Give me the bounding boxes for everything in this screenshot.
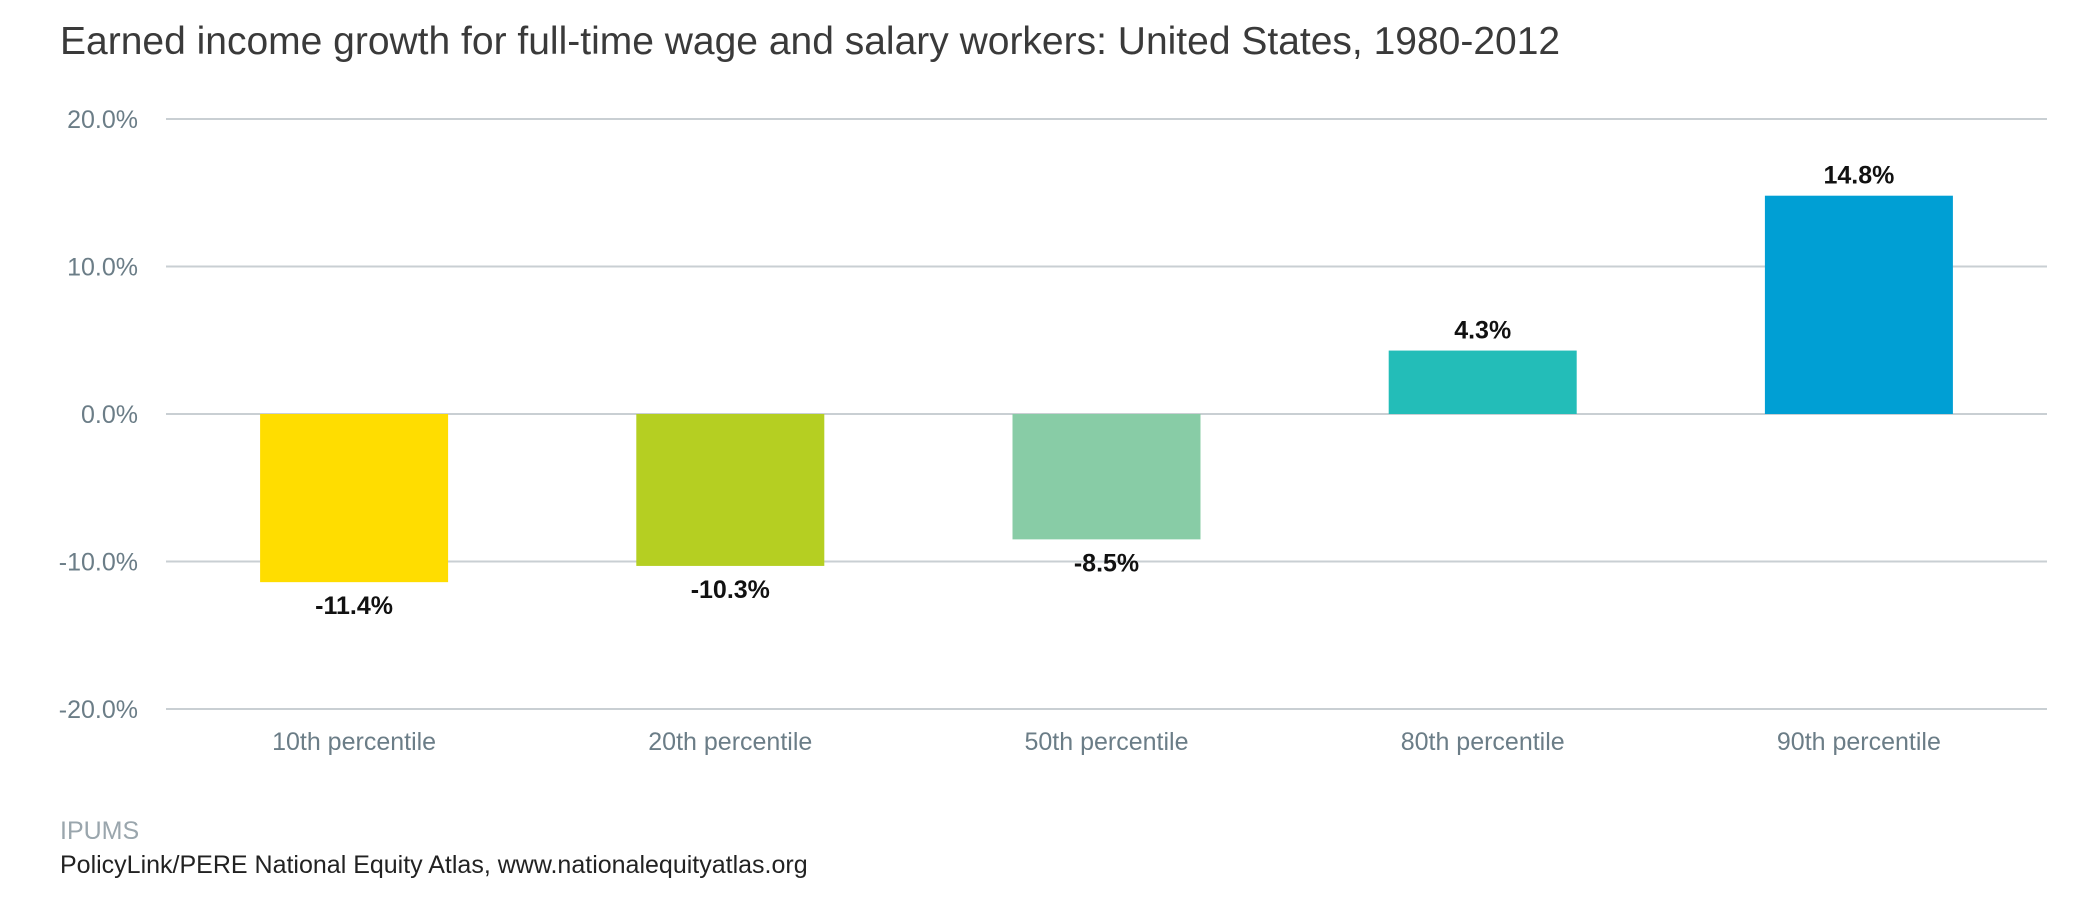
- y-tick-label: -20.0%: [59, 696, 138, 724]
- bar-value-label: 4.3%: [1454, 317, 1511, 345]
- bar: [1764, 195, 1953, 414]
- bar: [1388, 350, 1577, 414]
- y-tick-label: -10.0%: [59, 549, 138, 577]
- x-category-label: 10th percentile: [272, 728, 436, 756]
- source-label: IPUMS: [60, 817, 140, 845]
- y-tick-label: 10.0%: [67, 254, 138, 282]
- bar: [636, 414, 825, 566]
- y-tick-label: 0.0%: [81, 401, 138, 429]
- bar-value-label: -10.3%: [691, 576, 770, 604]
- bar: [260, 414, 449, 583]
- y-tick-label: 20.0%: [67, 106, 138, 134]
- chart-title: Earned income growth for full-time wage …: [60, 20, 1561, 63]
- x-category-label: 20th percentile: [648, 728, 812, 756]
- bar: [1012, 414, 1201, 540]
- x-category-label: 50th percentile: [1024, 728, 1188, 756]
- x-category-label: 90th percentile: [1777, 728, 1941, 756]
- bar-value-label: -8.5%: [1074, 549, 1139, 577]
- credit-label: PolicyLink/PERE National Equity Atlas, w…: [60, 851, 808, 879]
- bar-value-label: 14.8%: [1823, 162, 1894, 190]
- x-category-label: 80th percentile: [1401, 728, 1565, 756]
- bar-value-label: -11.4%: [315, 592, 393, 620]
